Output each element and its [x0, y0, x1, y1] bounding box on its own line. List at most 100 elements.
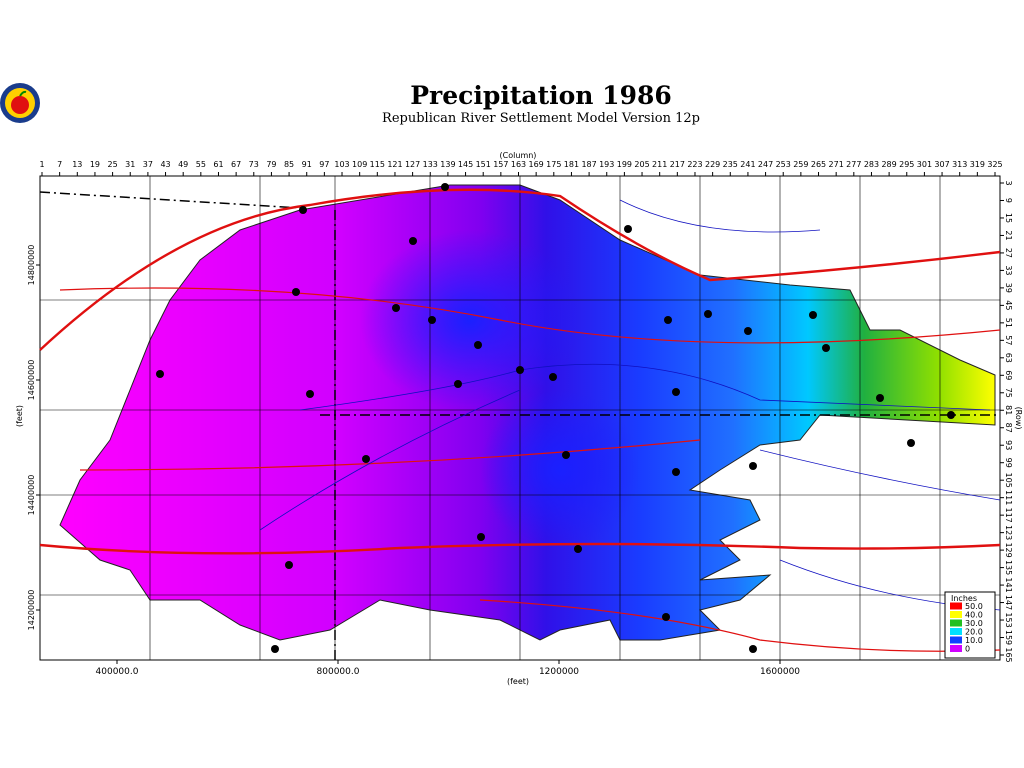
- column-tick-label: 115: [370, 160, 385, 169]
- row-tick-label: 75: [1004, 388, 1013, 398]
- x-tick-label: 1600000: [760, 667, 800, 677]
- column-tick-label: 25: [107, 160, 117, 169]
- row-tick-label: 111: [1004, 490, 1013, 505]
- stations: [156, 183, 955, 653]
- column-tick-label: 271: [829, 160, 844, 169]
- column-tick-label: 127: [405, 160, 420, 169]
- row-tick-label: 15: [1004, 213, 1013, 223]
- column-tick-label: 241: [740, 160, 755, 169]
- legend-swatch: [950, 636, 962, 644]
- logo: [0, 83, 40, 123]
- row-tick-label: 93: [1004, 440, 1013, 450]
- row-tick-label: 27: [1004, 248, 1013, 258]
- column-tick-label: 169: [529, 160, 544, 169]
- row-tick-label: 3: [1004, 180, 1013, 185]
- legend: Inches 50.040.030.020.010.00: [944, 591, 996, 659]
- y-tick-label: 14600000: [27, 360, 36, 401]
- column-tick-label: 301: [917, 160, 932, 169]
- column-tick-label: 181: [564, 160, 579, 169]
- column-tick-label: 133: [423, 160, 438, 169]
- column-tick-label: 265: [811, 160, 826, 169]
- column-tick-label: 97: [319, 160, 329, 169]
- legend-label: 10.0: [965, 636, 983, 645]
- legend-swatch: [950, 611, 962, 618]
- column-tick-label: 145: [458, 160, 473, 169]
- row-tick-label: 99: [1004, 458, 1013, 468]
- column-tick-label: 259: [793, 160, 808, 169]
- low-blob: [360, 230, 580, 410]
- legend-swatch: [950, 628, 962, 635]
- legend-swatch: [950, 619, 962, 627]
- row-tick-label: 69: [1004, 370, 1013, 380]
- row-tick-label: 63: [1004, 353, 1013, 363]
- row-tick-label: 159: [1004, 630, 1013, 645]
- column-tick-label: 319: [970, 160, 985, 169]
- column-tick-label: 313: [952, 160, 967, 169]
- column-tick-label: 55: [196, 160, 206, 169]
- row-tick-label: 147: [1004, 595, 1013, 610]
- column-tick-label: 229: [705, 160, 720, 169]
- x-tick-label: 800000.0: [317, 667, 360, 677]
- legend-label: 20.0: [965, 628, 983, 637]
- row-tick-label: 117: [1004, 508, 1013, 523]
- x-tick-label: 400000.0: [96, 667, 139, 677]
- legend-title: Inches: [951, 594, 977, 603]
- roads: [39, 188, 1001, 652]
- map-body: [39, 175, 1001, 661]
- column-tick-label: 283: [864, 160, 879, 169]
- column-tick-label: 103: [334, 160, 349, 169]
- legend-label: 50.0: [965, 602, 983, 611]
- column-tick-label: 67: [231, 160, 241, 169]
- column-tick-label: 235: [723, 160, 738, 169]
- legend-swatch: [950, 645, 962, 652]
- row-tick-label: 87: [1004, 423, 1013, 433]
- column-tick-label: 289: [881, 160, 896, 169]
- column-tick-label: 247: [758, 160, 773, 169]
- row-tick-label: 33: [1004, 265, 1013, 275]
- column-tick-label: 7: [57, 160, 62, 169]
- y-axis-label: (feet): [15, 405, 24, 427]
- column-tick-label: 295: [899, 160, 914, 169]
- row-tick-label: 141: [1004, 577, 1013, 592]
- column-tick-label: 43: [160, 160, 170, 169]
- legend-label: 0: [965, 645, 970, 654]
- column-tick-label: 31: [125, 160, 135, 169]
- row-tick-label: 129: [1004, 542, 1013, 557]
- low-blob: [480, 390, 640, 550]
- column-tick-label: 205: [634, 160, 649, 169]
- column-tick-label: 13: [72, 160, 82, 169]
- column-tick-label: 217: [670, 160, 685, 169]
- column-tick-label: 79: [266, 160, 276, 169]
- row-tick-label: 165: [1004, 647, 1013, 662]
- column-tick-label: 151: [476, 160, 491, 169]
- column-tick-label: 85: [284, 160, 294, 169]
- legend-swatch: [950, 602, 962, 610]
- column-tick-label: 307: [934, 160, 949, 169]
- column-tick-label: 163: [511, 160, 526, 169]
- column-tick-label: 1: [39, 160, 44, 169]
- row-axis-label: (Row): [1014, 407, 1023, 430]
- row-tick-label: 51: [1004, 318, 1013, 328]
- column-tick-label: 109: [352, 160, 367, 169]
- column-tick-label: 49: [178, 160, 188, 169]
- row-tick-label: 81: [1004, 405, 1013, 415]
- column-tick-label: 193: [599, 160, 614, 169]
- column-tick-label: 19: [90, 160, 100, 169]
- column-axis-label: (Column): [500, 151, 537, 160]
- column-tick-label: 223: [687, 160, 702, 169]
- legend-label: 40.0: [965, 611, 983, 620]
- y-tick-label: 14800000: [27, 245, 36, 286]
- column-tick-label: 199: [617, 160, 632, 169]
- column-tick-label: 157: [493, 160, 508, 169]
- subtitle: Republican River Settlement Model Versio…: [382, 111, 700, 126]
- state-lines: [39, 191, 1000, 660]
- rivers: [259, 199, 1001, 611]
- row-tick-label: 105: [1004, 473, 1013, 488]
- column-tick-label: 73: [249, 160, 259, 169]
- column-tick-label: 253: [776, 160, 791, 169]
- column-tick-label: 139: [440, 160, 455, 169]
- row-tick-label: 45: [1004, 300, 1013, 310]
- row-tick-label: 153: [1004, 612, 1013, 627]
- y-tick-label: 14200000: [27, 590, 36, 631]
